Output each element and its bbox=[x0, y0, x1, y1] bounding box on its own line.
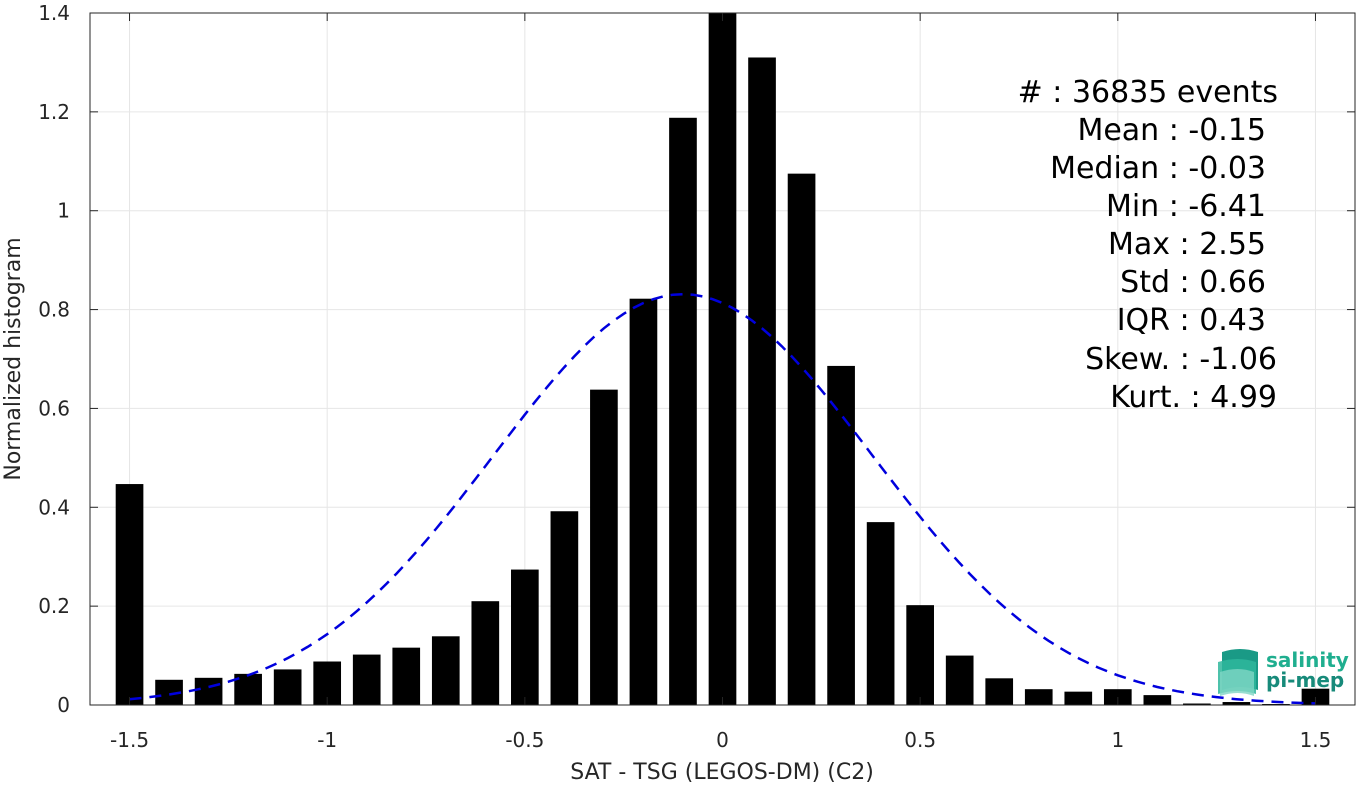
stat-iqr: IQR : 0.43 bbox=[1117, 303, 1266, 338]
histogram-bar bbox=[748, 57, 776, 705]
x-tick-label: -0.5 bbox=[505, 728, 544, 752]
histogram-bar bbox=[708, 13, 737, 705]
histogram-bar bbox=[787, 173, 816, 706]
y-tick-label: 0.2 bbox=[38, 594, 70, 618]
x-tick-label: 1 bbox=[1111, 728, 1124, 752]
stat-kurt: Kurt. : 4.99 bbox=[1110, 380, 1277, 415]
histogram-bar bbox=[115, 484, 144, 705]
y-tick-label: 1.4 bbox=[38, 1, 70, 25]
stat-mean: Mean : -0.15 bbox=[1077, 113, 1266, 148]
histogram-bar bbox=[392, 647, 421, 705]
stats-box: # : 36835 events Mean : -0.15 Median : -… bbox=[1018, 75, 1278, 415]
x-tick-label: -1 bbox=[317, 728, 337, 752]
histogram-bar bbox=[906, 605, 934, 705]
histogram-bar bbox=[1222, 702, 1251, 705]
y-tick-label: 1.2 bbox=[38, 100, 70, 124]
normal-fit-curve bbox=[129, 292, 1316, 705]
y-tick-label: 0.4 bbox=[38, 495, 70, 519]
histogram-bar bbox=[866, 522, 895, 705]
histogram-bar bbox=[1024, 689, 1053, 705]
histogram-bar bbox=[511, 569, 539, 705]
histogram-bar bbox=[1064, 691, 1093, 705]
y-axis-label: Normalized histogram bbox=[1, 237, 26, 480]
histogram-bar bbox=[431, 636, 460, 705]
stat-skew: Skew. : -1.06 bbox=[1085, 342, 1277, 377]
y-tick-label: 0.8 bbox=[38, 298, 70, 322]
x-tick-label: 0.5 bbox=[904, 728, 936, 752]
axis-ticks bbox=[90, 12, 1355, 706]
wave-logo-icon bbox=[1218, 649, 1258, 696]
stat-events: # : 36835 events bbox=[1018, 75, 1278, 110]
x-tick-label: -1.5 bbox=[110, 728, 149, 752]
histogram-bars bbox=[115, 13, 1330, 706]
histogram-bar bbox=[827, 365, 855, 705]
logo-text-pimep: pi-mep bbox=[1266, 668, 1344, 692]
logo-text-salinity: salinity bbox=[1266, 648, 1349, 672]
histogram-bar bbox=[669, 117, 697, 705]
histogram-bar bbox=[1143, 695, 1172, 705]
x-tick-label: 0 bbox=[716, 728, 729, 752]
stat-median: Median : -0.03 bbox=[1050, 151, 1266, 186]
histogram-bar bbox=[945, 655, 974, 705]
stat-std: Std : 0.66 bbox=[1120, 265, 1266, 300]
histogram-bar bbox=[352, 654, 381, 705]
stat-max: Max : 2.55 bbox=[1108, 227, 1266, 262]
salinity-pimep-logo: salinity pi-mep bbox=[1218, 648, 1349, 696]
y-tick-label: 0 bbox=[57, 693, 70, 717]
stat-min: Min : -6.41 bbox=[1106, 189, 1266, 224]
histogram-bar bbox=[1183, 703, 1211, 705]
histogram-bar bbox=[629, 298, 658, 705]
histogram-bar bbox=[194, 677, 223, 705]
histogram-bar bbox=[1301, 688, 1330, 705]
histogram-bar bbox=[273, 669, 302, 705]
x-axis-label: SAT - TSG (LEGOS-DM) (C2) bbox=[570, 760, 874, 785]
histogram-bar bbox=[550, 511, 579, 705]
y-tick-label: 1 bbox=[57, 199, 70, 223]
x-tick-labels: -1.5 -1 -0.5 0 0.5 1 1.5 bbox=[110, 728, 1331, 752]
x-tick-label: 1.5 bbox=[1300, 728, 1332, 752]
y-tick-labels: 0 0.2 0.4 0.6 0.8 1 1.2 1.4 bbox=[38, 1, 70, 717]
histogram-bar bbox=[471, 601, 500, 705]
y-tick-label: 0.6 bbox=[38, 396, 70, 420]
histogram-bar bbox=[590, 389, 618, 705]
histogram-bar bbox=[985, 678, 1014, 705]
